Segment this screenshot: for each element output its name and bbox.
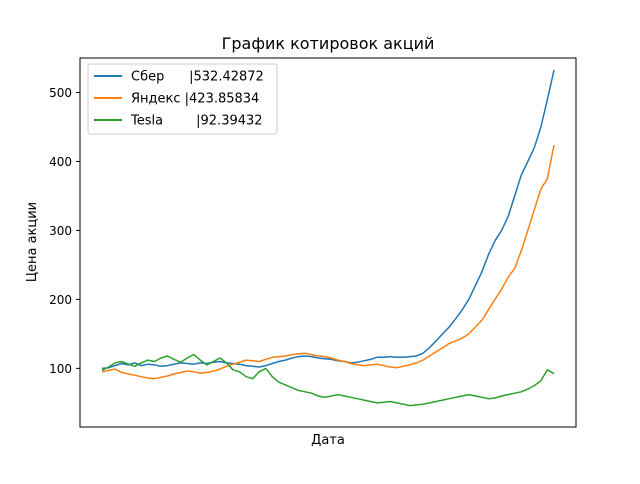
legend-box [87, 63, 278, 135]
legend-label-0: Сбер |532.42872 [131, 70, 264, 85]
plot-frame [79, 57, 577, 428]
plot-lines [101, 69, 555, 407]
y-axis-ticks: 100 200 300 400 500 [49, 86, 80, 376]
series-line-1 [101, 144, 555, 380]
y-tick-label: 400 [49, 155, 72, 169]
series-line-2 [101, 353, 555, 407]
legend-label-1: Яндекс |423.85834 [131, 92, 259, 107]
chart-title: График котировок акций [222, 34, 435, 53]
x-axis-label: Дата [311, 433, 345, 448]
series-line-0 [101, 69, 555, 370]
y-tick-label: 500 [49, 86, 72, 100]
legend-label-2: Tesla |92.39432 [130, 114, 263, 129]
y-tick-label: 100 [49, 362, 72, 376]
y-tick-label: 300 [49, 224, 72, 238]
y-tick-label: 200 [49, 293, 72, 307]
legend: Сбер |532.42872 Яндекс |423.85834 Tesla |9… [87, 63, 278, 135]
y-axis-label: Цена акции [25, 202, 40, 282]
